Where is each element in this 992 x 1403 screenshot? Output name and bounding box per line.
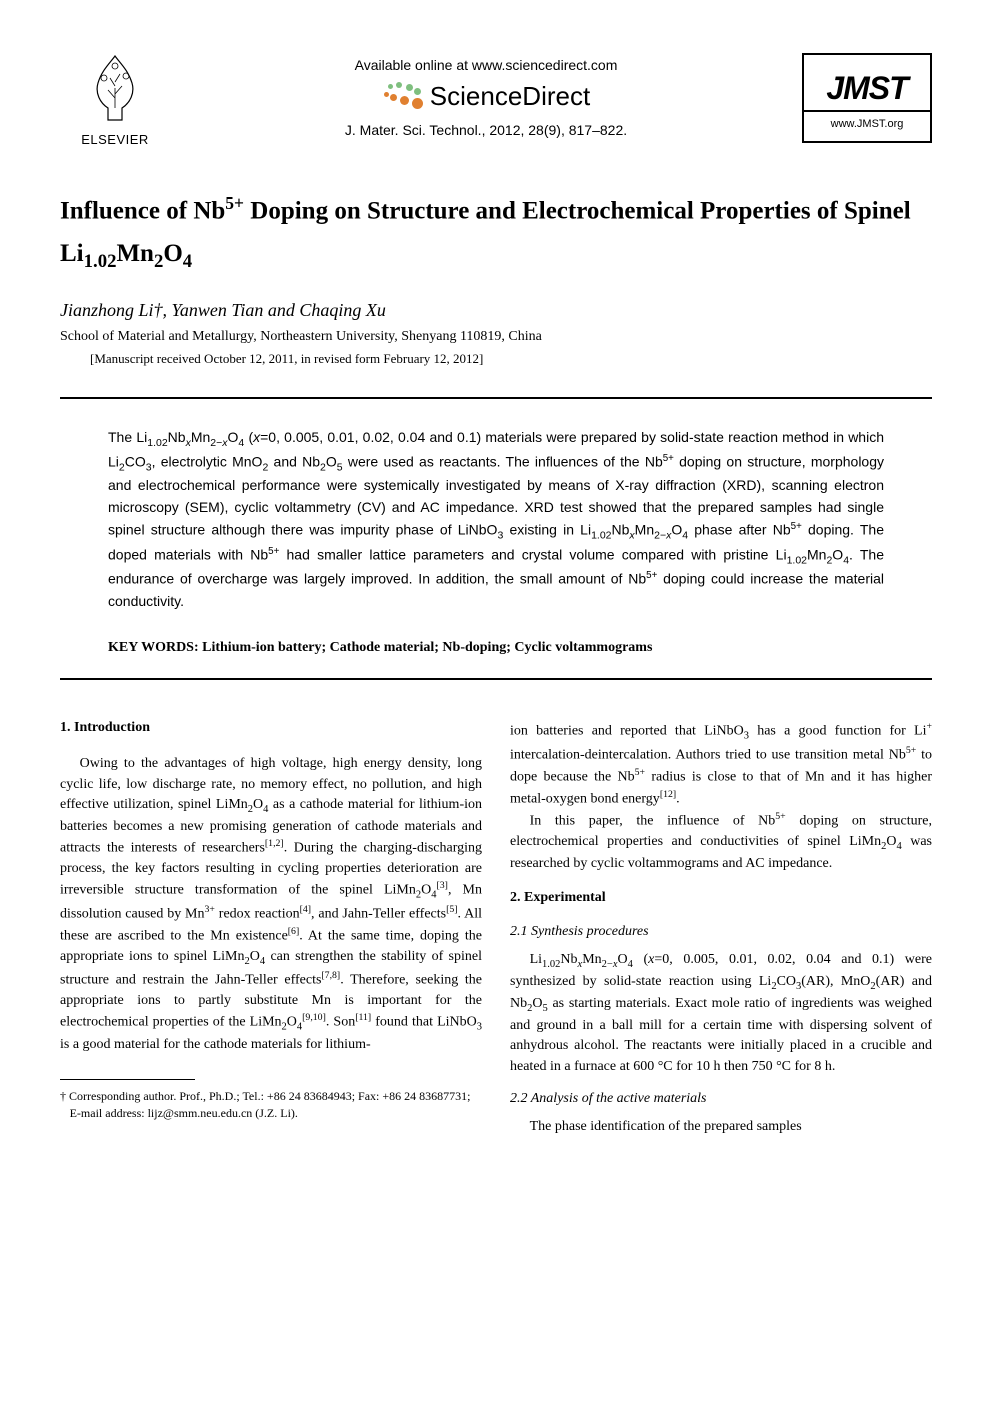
journal-citation: J. Mater. Sci. Technol., 2012, 28(9), 81… <box>345 122 627 138</box>
authors: Jianzhong Li†, Yanwen Tian and Chaqing X… <box>60 300 932 321</box>
rule-after-keywords <box>60 678 932 680</box>
intro-paragraph-1: Owing to the advantages of high voltage,… <box>60 754 482 1055</box>
intro-paragraph-2: ion batteries and reported that LiNbO3 h… <box>510 720 932 810</box>
heading-introduction: 1. Introduction <box>60 720 482 736</box>
left-column: 1. Introduction Owing to the advantages … <box>60 720 482 1137</box>
corresponding-author-footnote: † Corresponding author. Prof., Ph.D.; Te… <box>60 1088 482 1122</box>
title-block: Influence of Nb5+ Doping on Structure an… <box>60 189 932 367</box>
body-columns: 1. Introduction Owing to the advantages … <box>60 720 932 1137</box>
elsevier-tree-icon <box>80 48 150 128</box>
sciencedirect-dots-icon <box>382 82 424 112</box>
elsevier-logo: ELSEVIER <box>60 48 170 147</box>
synthesis-paragraph: Li1.02NbxMn2−xO4 (x=0, 0.005, 0.01, 0.02… <box>510 950 932 1077</box>
paper-title: Influence of Nb5+ Doping on Structure an… <box>60 189 932 278</box>
heading-experimental: 2. Experimental <box>510 890 932 906</box>
intro-paragraph-3: In this paper, the influence of Nb5+ dop… <box>510 810 932 874</box>
jmst-url: www.JMST.org <box>831 118 904 130</box>
keywords-block: KEY WORDS: Lithium-ion battery; Cathode … <box>60 640 932 656</box>
availability-text: Available online at www.sciencedirect.co… <box>355 57 618 73</box>
footnote-rule <box>60 1079 195 1080</box>
manuscript-dates: [Manuscript received October 12, 2011, i… <box>90 351 932 367</box>
article-header: ELSEVIER Available online at www.science… <box>60 48 932 147</box>
heading-analysis: 2.2 Analysis of the active materials <box>510 1091 932 1107</box>
header-center: Available online at www.sciencedirect.co… <box>170 57 802 138</box>
sciencedirect-label: ScienceDirect <box>430 81 590 112</box>
sciencedirect-logo: ScienceDirect <box>382 81 590 112</box>
keywords-text: Lithium-ion battery; Cathode material; N… <box>202 640 652 655</box>
rule-before-abstract <box>60 397 932 399</box>
jmst-label: JMST <box>804 66 930 112</box>
right-column: ion batteries and reported that LiNbO3 h… <box>510 720 932 1137</box>
elsevier-label: ELSEVIER <box>81 132 149 147</box>
keywords-label: KEY WORDS: <box>108 640 199 655</box>
heading-synthesis: 2.1 Synthesis procedures <box>510 924 932 940</box>
abstract: The Li1.02NbxMn2−xO4 (x=0, 0.005, 0.01, … <box>60 427 932 613</box>
analysis-paragraph: The phase identification of the prepared… <box>510 1117 932 1137</box>
citation-text: J. Mater. Sci. Technol., 2012, 28(9), 81… <box>345 122 627 138</box>
jmst-logo: JMST www.JMST.org <box>802 53 932 143</box>
affiliation: School of Material and Metallurgy, North… <box>60 329 932 345</box>
